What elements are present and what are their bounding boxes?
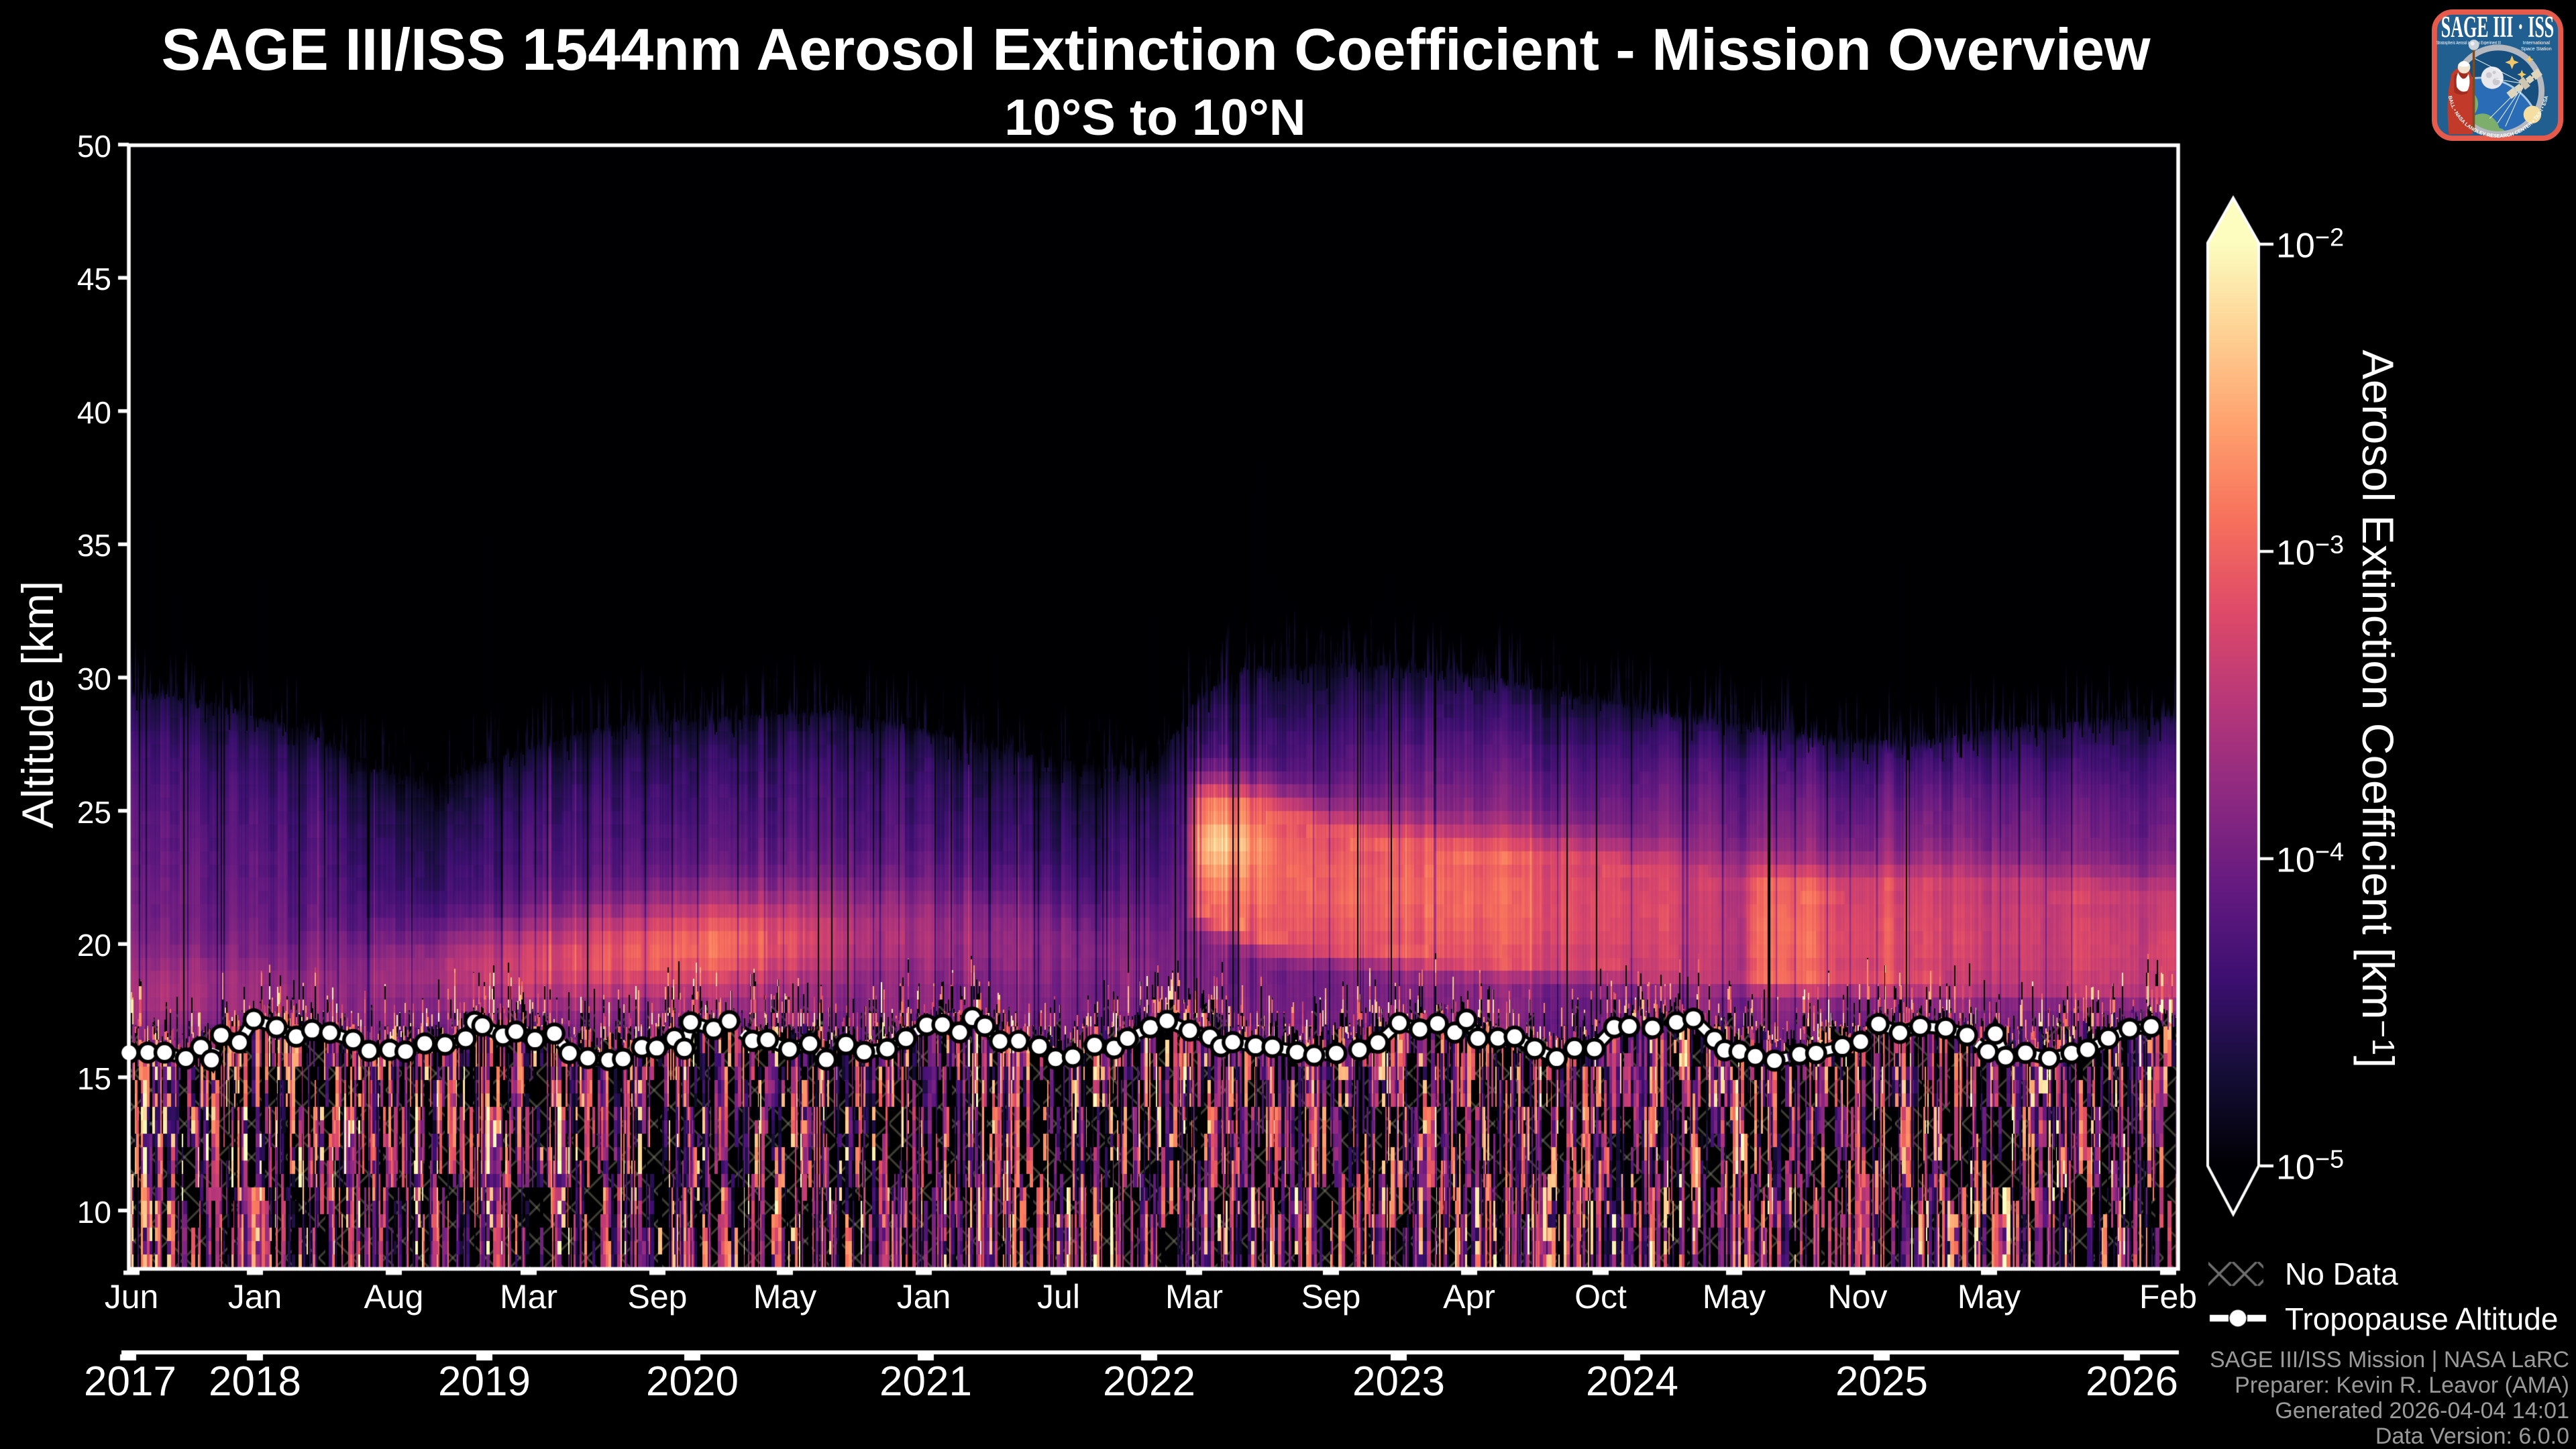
- svg-text:Space Station: Space Station: [2521, 46, 2552, 52]
- svg-text:SAGE III · ISS: SAGE III · ISS: [2441, 10, 2555, 44]
- svg-text:International: International: [2523, 40, 2551, 46]
- svg-text:Stratospheric Aerosol and Gas: Stratospheric Aerosol and Gas Experiment…: [2436, 41, 2501, 46]
